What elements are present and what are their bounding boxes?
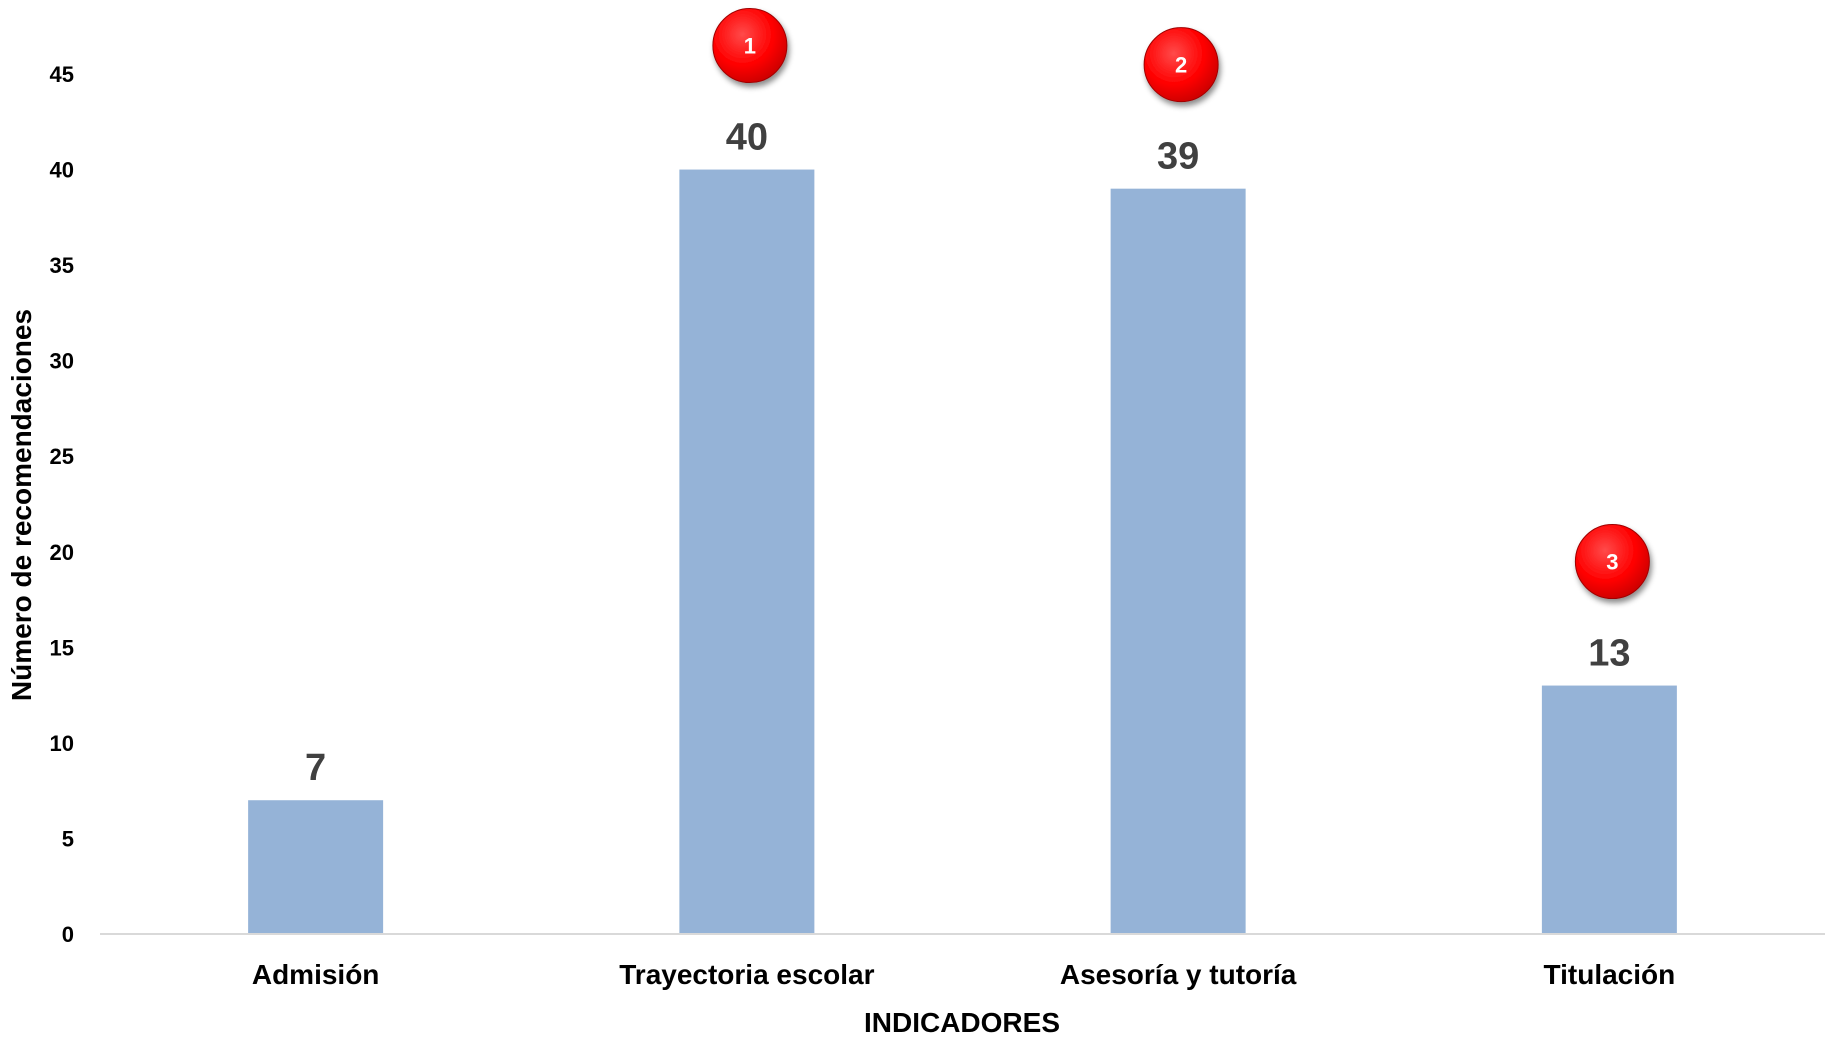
y-tick-label: 25 xyxy=(50,444,74,469)
rank-badge-label: 3 xyxy=(1606,550,1618,575)
y-tick-label: 10 xyxy=(50,731,74,756)
bar xyxy=(1110,188,1246,934)
y-tick-label: 45 xyxy=(50,62,74,87)
rank-badge-label: 1 xyxy=(744,34,756,59)
y-tick-label: 30 xyxy=(50,349,74,374)
bar xyxy=(679,169,815,935)
y-axis-title: Número de recomendaciones xyxy=(6,309,37,701)
rank-badges: 1 2 3 xyxy=(712,8,1650,600)
x-tick-label: Asesoría y tutoría xyxy=(1060,959,1297,990)
y-tick-label: 40 xyxy=(50,158,74,183)
rank-badge-circle xyxy=(1574,524,1650,600)
x-axis-title: INDICADORES xyxy=(864,1007,1060,1038)
bar xyxy=(1541,685,1677,934)
data-label: 40 xyxy=(726,117,768,159)
rank-badge: 2 xyxy=(1143,27,1219,103)
bars xyxy=(248,169,1677,935)
y-tick-label: 20 xyxy=(50,540,74,565)
x-axis: Admisión Trayectoria escolar Asesoría y tu… xyxy=(252,959,1675,990)
data-label: 39 xyxy=(1157,136,1199,178)
rank-badge-label: 2 xyxy=(1175,53,1187,78)
y-axis: 0 5 10 15 20 25 30 35 40 45 xyxy=(50,62,74,947)
data-label: 7 xyxy=(305,747,326,789)
rank-badge: 1 xyxy=(712,8,788,84)
bar xyxy=(248,800,384,934)
y-tick-label: 15 xyxy=(50,635,74,660)
data-labels: 7 40 39 13 xyxy=(305,117,1630,790)
x-tick-label: Titulación xyxy=(1544,959,1676,990)
y-tick-label: 5 xyxy=(62,826,74,851)
data-label: 13 xyxy=(1588,633,1630,675)
rank-badge-circle xyxy=(712,8,788,84)
x-tick-label: Trayectoria escolar xyxy=(619,959,874,990)
y-tick-label: 0 xyxy=(62,922,74,947)
y-tick-label: 35 xyxy=(50,253,74,278)
x-tick-label: Admisión xyxy=(252,959,380,990)
rank-badge-circle xyxy=(1143,27,1219,103)
rank-badge: 3 xyxy=(1574,524,1650,600)
